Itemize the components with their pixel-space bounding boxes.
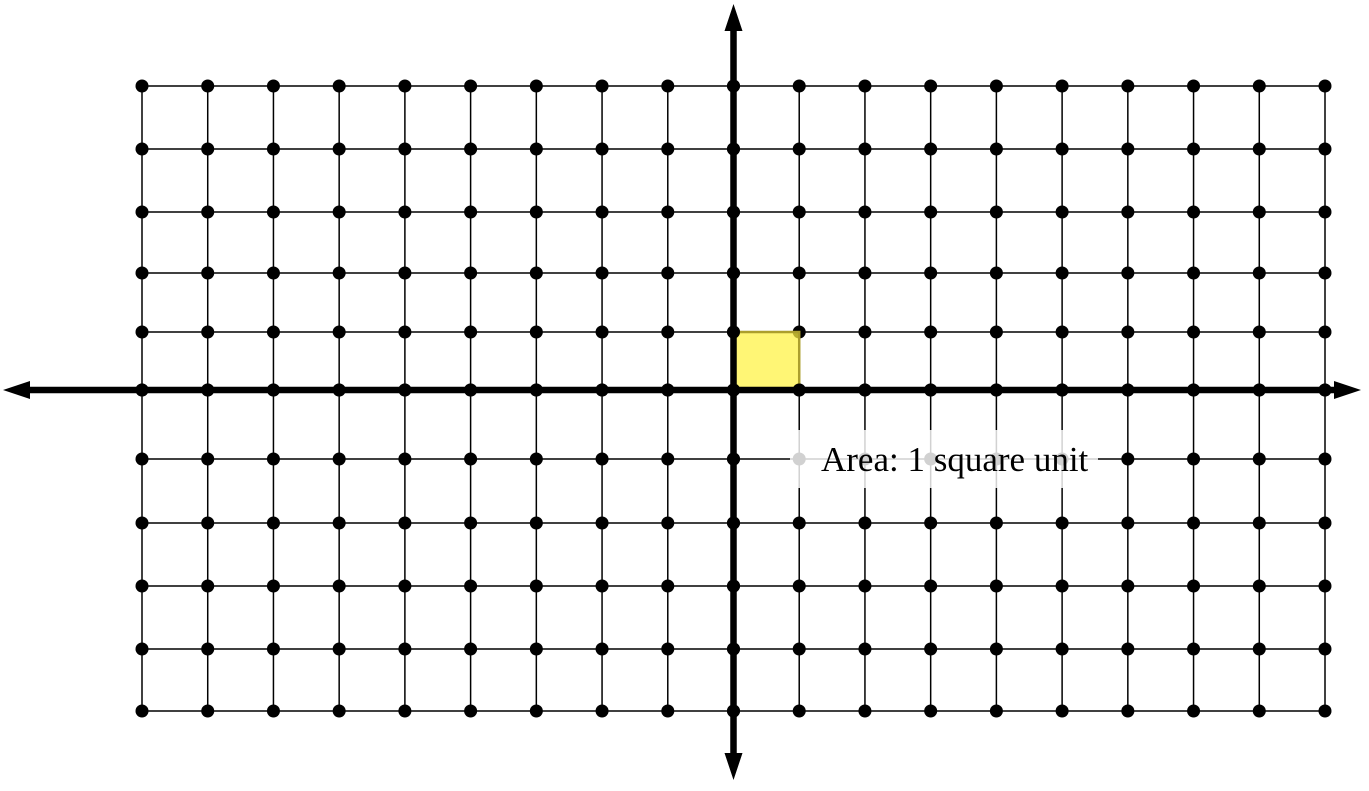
x-axis-left-arrow-icon xyxy=(3,381,30,399)
area-label-text: Area: 1 square unit xyxy=(821,439,1089,479)
area-label: Area: 1 square unit xyxy=(790,430,1098,488)
y-axis-up-arrow-icon xyxy=(724,4,743,31)
axis-dots xyxy=(135,79,1332,718)
highlighted-unit-square xyxy=(732,330,801,392)
y-axis-down-arrow-icon xyxy=(724,753,743,780)
x-axis-right-arrow-icon xyxy=(1334,381,1361,399)
x-axis xyxy=(3,381,1361,399)
